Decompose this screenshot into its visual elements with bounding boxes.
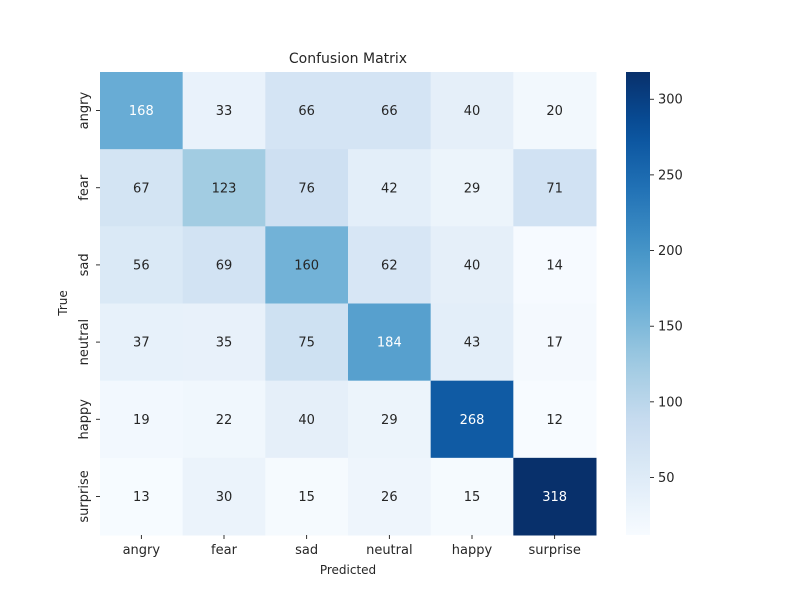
cell-value-label: 160 — [294, 258, 319, 273]
y-tick-label: happy — [77, 399, 92, 440]
heatmap-cell — [513, 380, 597, 459]
heatmap-cell — [513, 226, 597, 304]
cell-value-label: 71 — [546, 181, 563, 196]
heatmap-cell — [348, 457, 432, 536]
cell-value-label: 66 — [381, 104, 398, 119]
cell-value-label: 40 — [464, 258, 481, 273]
cell-value-label: 123 — [212, 181, 237, 196]
x-tick-labels: angry fear sad neutral happy surprise — [123, 535, 581, 558]
x-tick-label: happy — [452, 543, 493, 558]
heatmap-cell — [182, 72, 266, 150]
cell-value-label: 19 — [133, 413, 150, 428]
heatmap-cell — [513, 149, 597, 227]
cell-value-label: 37 — [133, 336, 150, 351]
colorbar-tick-label: 100 — [658, 395, 683, 410]
cell-value-label: 15 — [298, 490, 315, 505]
cell-value-label: 22 — [216, 413, 233, 428]
cell-value-label: 43 — [464, 336, 481, 351]
heatmap-cell — [100, 72, 184, 150]
heatmap-cell — [348, 226, 432, 304]
colorbar-tick-label: 250 — [658, 168, 683, 183]
cell-value-label: 26 — [381, 490, 398, 505]
heatmap-cell — [430, 149, 514, 227]
heatmap-cell — [265, 457, 349, 536]
heatmap-cell — [182, 303, 266, 382]
heatmap-cell — [265, 72, 349, 150]
cell-value-label: 67 — [133, 181, 150, 196]
cell-value-label: 17 — [546, 336, 563, 351]
cell-value-label: 56 — [133, 258, 150, 273]
heatmap-cell — [513, 72, 597, 150]
colorbar-gradient — [626, 72, 650, 535]
x-axis-label: Predicted — [320, 563, 376, 577]
cell-value-label: 184 — [377, 336, 402, 351]
cell-value-label: 13 — [133, 490, 150, 505]
heatmap-cell — [513, 457, 597, 536]
y-tick-label: fear — [77, 174, 92, 201]
heatmap-cell — [430, 226, 514, 304]
heatmap-cell — [100, 226, 184, 304]
y-tick-labels: angry fear sad neutral happy surprise — [77, 92, 100, 523]
cell-value-label: 62 — [381, 258, 398, 273]
cell-value-label: 15 — [464, 490, 481, 505]
y-tick-label: sad — [77, 253, 92, 276]
cell-value-label: 35 — [216, 336, 233, 351]
cell-value-label: 40 — [464, 104, 481, 119]
heatmap-cell — [430, 72, 514, 150]
heatmap-cell — [265, 380, 349, 459]
x-tick-label: angry — [123, 543, 161, 558]
heatmap-cell — [348, 72, 432, 150]
heatmap-cell — [430, 457, 514, 536]
cell-value-label: 14 — [546, 258, 563, 273]
heatmap-cell — [348, 149, 432, 227]
x-tick-label: sad — [295, 543, 318, 558]
cell-value-label: 168 — [129, 104, 154, 119]
cell-value-label: 29 — [464, 181, 481, 196]
heatmap-cell — [513, 303, 597, 382]
cell-value-label: 318 — [542, 490, 567, 505]
heatmap-cell — [100, 457, 184, 536]
x-tick-label: surprise — [528, 543, 580, 558]
cell-value-label: 33 — [216, 104, 233, 119]
x-tick-label: fear — [211, 543, 238, 558]
cell-value-label: 75 — [298, 336, 315, 351]
cell-value-label: 268 — [460, 413, 485, 428]
heatmap-cell — [100, 149, 184, 227]
colorbar-tick-label: 150 — [658, 320, 683, 335]
heatmap-cell — [182, 457, 266, 536]
heatmap-cell — [430, 380, 514, 459]
heatmap-cell — [430, 303, 514, 382]
heatmap-cell — [182, 149, 266, 227]
colorbar-tick-label: 200 — [658, 244, 683, 259]
y-tick-label: surprise — [77, 470, 92, 522]
cell-value-label: 12 — [546, 413, 563, 428]
colorbar-tick-label: 50 — [658, 471, 675, 486]
heatmap-cells: 168 33 66 66 40 20 67 123 76 42 29 71 56 69 160 62 40 14 3… — [100, 72, 597, 536]
colorbar: 50 100 150 200 250 300 — [626, 72, 683, 535]
heatmap-cell — [100, 303, 184, 382]
cell-value-label: 76 — [298, 181, 315, 196]
heatmap-cell — [265, 149, 349, 227]
colorbar-tick-label: 300 — [658, 93, 683, 108]
heatmap-cell — [182, 380, 266, 459]
heatmap-cell — [265, 226, 349, 304]
heatmap-cell — [348, 303, 432, 382]
heatmap-cell — [265, 303, 349, 382]
cell-value-label: 66 — [298, 104, 315, 119]
heatmap-cell — [348, 380, 432, 459]
y-tick-label: angry — [77, 92, 92, 130]
cell-value-label: 42 — [381, 181, 398, 196]
y-tick-label: neutral — [77, 319, 92, 366]
x-tick-label: neutral — [366, 543, 413, 558]
cell-value-label: 40 — [298, 413, 315, 428]
cell-value-label: 29 — [381, 413, 398, 428]
cell-value-label: 30 — [216, 490, 233, 505]
heatmap-cell — [100, 380, 184, 459]
cell-value-label: 20 — [546, 104, 563, 119]
heatmap-cell — [182, 226, 266, 304]
y-axis-label: True — [56, 290, 70, 317]
chart-title: Confusion Matrix — [289, 51, 407, 67]
cell-value-label: 69 — [216, 258, 233, 273]
